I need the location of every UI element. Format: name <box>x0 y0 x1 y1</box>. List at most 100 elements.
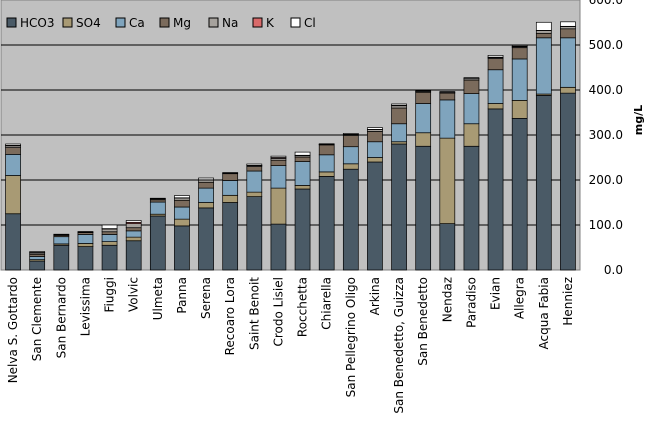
bar-segment-hco3 <box>247 197 262 270</box>
bar-segment-mg <box>126 228 141 231</box>
x-tick-label: Chiarella <box>320 277 334 330</box>
legend-swatch-cl <box>291 18 300 27</box>
bar-segment-hco3 <box>319 176 334 270</box>
legend-swatch-ca <box>116 18 125 27</box>
x-tick-label: Ulmeta <box>151 277 165 320</box>
bar-segment-ca <box>440 100 455 138</box>
legend-label-so4: SO4 <box>76 16 101 30</box>
bar-segment-cl <box>271 156 286 157</box>
x-tick-label: Fiuggi <box>103 277 117 313</box>
bar-segment-mg <box>440 93 455 100</box>
bar-segment-cl <box>102 225 117 229</box>
x-tick-label: San Benedetto, Guizza <box>392 277 406 414</box>
x-tick-label: Henniez <box>561 277 575 326</box>
bar-segment-mg <box>6 148 21 155</box>
bar-segment-cl <box>464 78 479 79</box>
bar-segment-hco3 <box>30 261 45 270</box>
x-tick-label: San Benedetto <box>416 277 430 366</box>
bar-segment-ca <box>223 180 238 195</box>
x-tick-label: Panna <box>175 277 189 314</box>
legend-label-mg: Mg <box>173 16 191 30</box>
x-tick-label: Recoaro Lora <box>223 277 237 355</box>
bar-segment-hco3 <box>464 146 479 270</box>
bar-segment-cl <box>174 196 189 198</box>
bar-segment-ca <box>102 234 117 241</box>
bar-segment-ca <box>464 94 479 124</box>
bar-segment-hco3 <box>343 169 358 270</box>
bar-segment-ca <box>367 142 382 158</box>
bar-segment-ca <box>488 70 503 104</box>
bar-segment-so4 <box>464 124 479 147</box>
x-tick-label: Allegra <box>513 277 527 319</box>
x-tick-label: Volvic <box>127 277 141 312</box>
bar-segment-hco3 <box>416 146 431 270</box>
x-tick-label: Nendaz <box>440 277 454 322</box>
legend-swatch-mg <box>160 18 169 27</box>
bar-segment-so4 <box>247 192 262 197</box>
x-tick-label: Paradiso <box>464 277 478 328</box>
y-tick-label: 400.0 <box>589 83 623 97</box>
bar-segment-ca <box>6 154 21 175</box>
bar-segment-ca <box>295 162 310 186</box>
bar-segment-na <box>536 31 551 34</box>
bar-segment-so4 <box>295 185 310 189</box>
bar-segment-so4 <box>271 188 286 224</box>
bar-segment-so4 <box>174 219 189 226</box>
bar-segment-so4 <box>488 104 503 109</box>
y-tick-label: 300.0 <box>589 128 623 142</box>
bar-segment-cl <box>560 22 575 27</box>
bar-segment-mg <box>295 157 310 162</box>
y-tick-label: 0.0 <box>604 263 623 277</box>
bar-segment-so4 <box>6 176 21 214</box>
bar-segment-mg <box>223 174 238 181</box>
bar-segment-cl <box>488 55 503 57</box>
bar-segment-mg <box>271 160 286 165</box>
bar-segment-ca <box>560 38 575 88</box>
bar-segment-ca <box>319 155 334 172</box>
bar-segment-hco3 <box>199 208 214 270</box>
x-tick-label: San Pellegrino Oligo <box>344 277 358 397</box>
bar-segment-cl <box>536 22 551 30</box>
bar-segment-so4 <box>319 172 334 177</box>
x-tick-label: Acqua Fabia <box>537 277 551 349</box>
bar-segment-ca <box>271 166 286 189</box>
bar-segment-hco3 <box>440 224 455 270</box>
legend-label-cl: Cl <box>304 16 316 30</box>
bar-segment-hco3 <box>174 226 189 270</box>
bar-segment-hco3 <box>126 241 141 270</box>
bar-segment-ca <box>343 147 358 164</box>
y-tick-label: 600.0 <box>589 0 623 7</box>
legend-label-hco3: HCO3 <box>20 16 54 30</box>
bar-segment-ca <box>392 124 407 142</box>
legend-swatch-na <box>209 18 218 27</box>
bar-segment-cl <box>367 128 382 130</box>
bar-segment-so4 <box>367 158 382 163</box>
bar-segment-mg <box>102 232 117 235</box>
bar-segment-mg <box>536 33 551 38</box>
x-tick-label: Crodo Lisiel <box>271 277 285 347</box>
bar-segment-hco3 <box>295 189 310 270</box>
bar-segment-mg <box>392 108 407 124</box>
x-tick-label: Serena <box>199 277 213 319</box>
y-axis-label: mg/L <box>632 105 645 135</box>
legend-swatch-k <box>253 18 262 27</box>
x-tick-label: San Bernardo <box>54 277 68 358</box>
bar-segment-ca <box>54 237 69 244</box>
bar-segment-cl <box>126 221 141 223</box>
bar-segment-so4 <box>223 195 238 202</box>
bar-segment-so4 <box>78 243 93 246</box>
legend-label-ca: Ca <box>129 16 145 30</box>
bar-segment-ca <box>199 188 214 202</box>
bar-segment-ca <box>30 257 45 260</box>
y-tick-label: 500.0 <box>589 38 623 52</box>
bar-segment-mg <box>512 48 527 59</box>
y-tick-label: 100.0 <box>589 218 623 232</box>
bar-segment-cl <box>30 252 45 253</box>
bar-segment-hco3 <box>102 245 117 270</box>
x-tick-label: San Clemente <box>30 277 44 361</box>
